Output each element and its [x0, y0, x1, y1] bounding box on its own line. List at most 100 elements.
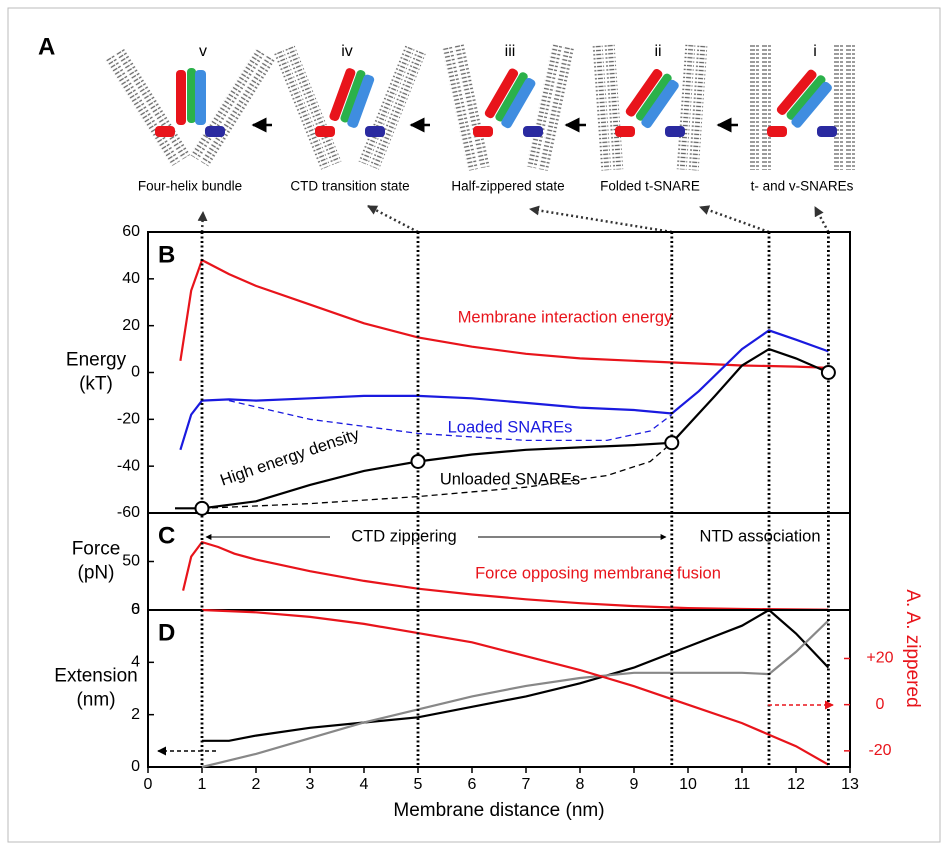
- pointer-arrow: [529, 205, 673, 234]
- helix: [187, 68, 196, 123]
- panel-label: B: [158, 241, 175, 268]
- helix: [329, 68, 356, 121]
- helix: [501, 77, 536, 129]
- y-tick-label: 0: [131, 758, 140, 775]
- x-tick-label: 13: [841, 776, 859, 793]
- x-tick-label: 12: [787, 776, 805, 793]
- y-axis-label: (pN): [78, 563, 115, 584]
- x-tick-label: 6: [468, 776, 477, 793]
- lipid-leaflet: [592, 45, 612, 171]
- tmd: [155, 126, 175, 137]
- y-tick-label: 6: [131, 601, 140, 618]
- series-line: [202, 608, 830, 742]
- panel-label: C: [158, 522, 175, 549]
- state-caption: Four-helix bundle: [138, 179, 242, 194]
- series-line: [175, 347, 829, 510]
- lipid-leaflet: [676, 44, 696, 170]
- x-tick-label: 9: [630, 776, 639, 793]
- y-tick-label: 0: [131, 364, 140, 381]
- y-tick-label: 50: [122, 553, 140, 570]
- helix: [635, 73, 672, 121]
- lipid-leaflet: [749, 45, 759, 170]
- state-caption: Folded t-SNARE: [600, 179, 700, 194]
- helix: [791, 81, 832, 128]
- y-axis-label: (kT): [79, 374, 113, 395]
- lipid-leaflet: [604, 44, 624, 170]
- y-tick-label: 20: [122, 317, 140, 334]
- x-tick-label: 4: [360, 776, 369, 793]
- state-numeral: iv: [341, 43, 353, 60]
- series-line: [228, 399, 673, 442]
- x-tick-label: 5: [414, 776, 423, 793]
- series-line: [201, 608, 829, 766]
- x-tick-label: 3: [306, 776, 315, 793]
- y-tick-label: 2: [131, 706, 140, 723]
- series-line: [201, 442, 673, 509]
- series-line: [201, 619, 830, 769]
- x-tick-label: 7: [522, 776, 531, 793]
- lipid-leaflet: [105, 55, 181, 167]
- lipid-leaflet: [369, 49, 426, 170]
- pointer-arrow: [813, 206, 830, 233]
- lipid-leaflet: [833, 45, 843, 170]
- tmd: [205, 126, 225, 137]
- lipid-leaflet: [442, 46, 478, 171]
- x-tick-label: 1: [198, 776, 207, 793]
- y2-axis-label: A. A. zippered: [902, 589, 923, 707]
- y-tick-label: -40: [117, 457, 140, 474]
- series-label: Membrane interaction energy: [458, 308, 673, 326]
- state-point: [820, 365, 836, 380]
- state-illustration: [749, 45, 855, 170]
- pointer-arrow: [197, 211, 208, 233]
- y2-tick-label: -20: [868, 742, 891, 759]
- tmd: [665, 126, 685, 137]
- series-line: [179, 258, 829, 369]
- state-point: [410, 453, 426, 469]
- helix: [641, 79, 679, 129]
- lipid-leaflet: [761, 45, 771, 170]
- y-axis-label: Energy: [66, 350, 127, 371]
- state-illustration: [274, 45, 426, 170]
- state-point: [194, 500, 210, 516]
- state-illustration: [105, 48, 275, 167]
- helix: [347, 74, 375, 128]
- y-tick-label: 4: [131, 654, 140, 671]
- tmd: [615, 126, 635, 137]
- state-caption: Half-zippered state: [451, 179, 564, 194]
- panel-label: A: [38, 33, 55, 60]
- state-numeral: v: [199, 43, 207, 60]
- x-tick-label: 10: [679, 776, 697, 793]
- x-axis-label: Membrane distance (nm): [393, 800, 604, 821]
- tmd: [365, 126, 385, 137]
- state-caption: CTD transition state: [290, 179, 409, 194]
- tmd: [767, 126, 787, 137]
- helix: [495, 72, 528, 122]
- tmd: [315, 126, 335, 137]
- plot-frame: [147, 609, 851, 768]
- y-tick-label: 60: [122, 223, 140, 240]
- state-point: [664, 435, 680, 451]
- lipid-leaflet: [199, 55, 275, 167]
- tmd: [473, 126, 493, 137]
- helix: [340, 70, 366, 123]
- annotation: High energy density: [218, 425, 362, 490]
- y-tick-label: -60: [117, 504, 140, 521]
- helix: [176, 70, 186, 125]
- x-tick-label: 11: [734, 776, 751, 793]
- lipid-leaflet: [538, 46, 574, 171]
- helix: [625, 68, 663, 117]
- series-line: [182, 540, 829, 611]
- state-numeral: iii: [505, 43, 516, 60]
- lipid-leaflet: [688, 45, 708, 171]
- pointer-arrow: [367, 204, 419, 234]
- y2-tick-label: 0: [876, 696, 885, 713]
- x-tick-label: 0: [144, 776, 153, 793]
- state-caption: t- and v-SNAREs: [751, 179, 854, 194]
- lipid-leaflet: [845, 45, 855, 170]
- frame: [7, 7, 941, 843]
- annotation: NTD association: [699, 527, 820, 545]
- annotation: CTD zippering: [351, 527, 456, 545]
- lipid-leaflet: [453, 44, 490, 169]
- y-tick-label: -20: [117, 411, 140, 428]
- state-illustration: [442, 44, 574, 171]
